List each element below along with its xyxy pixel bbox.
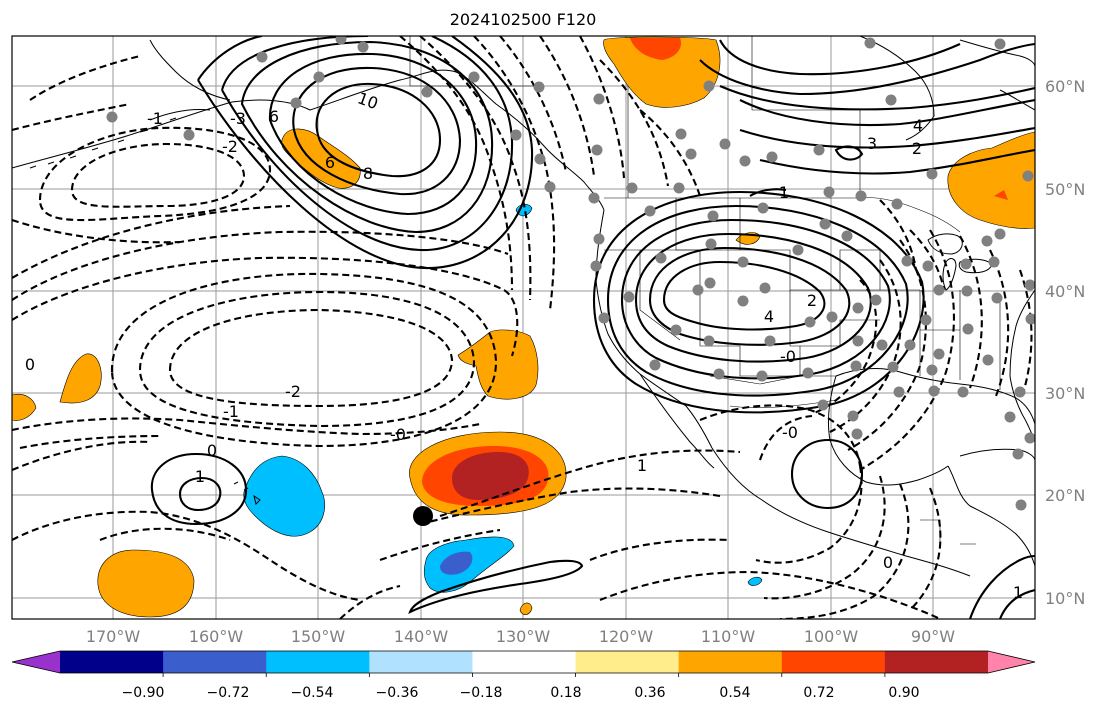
- colorbar-tick-label: 0.18: [550, 685, 581, 701]
- lat-label: 40°N: [1045, 282, 1085, 301]
- contour-label: 1: [195, 467, 205, 486]
- map-panel: 10 8 6 6 4 3 2 1 4 2 -1 -2 -1 0 -0 1 0 1…: [11, 35, 1036, 620]
- lat-label: 30°N: [1045, 384, 1085, 403]
- contour-label: -1: [147, 109, 163, 128]
- map-title: 2024102500 F120: [450, 10, 597, 29]
- contour-label: 6: [325, 153, 335, 172]
- lon-label: 150°W: [291, 627, 346, 646]
- lon-label: 120°W: [599, 627, 654, 646]
- contour-label: 4: [913, 116, 923, 135]
- colorbar-tick-label: 0.36: [634, 685, 665, 701]
- positive-contours: [150, 36, 1035, 619]
- latitude-labels: 60°N 50°N 40°N 30°N 20°N 10°N: [1045, 77, 1085, 608]
- colorbar-segment: [163, 651, 267, 673]
- contour-label: -2: [285, 382, 301, 401]
- contour-label: 0: [207, 441, 217, 460]
- colorbar-tick-label: 0.72: [803, 685, 834, 701]
- colorbar-tick-label: 0.90: [888, 685, 919, 701]
- colorbar: −0.90 −0.72 −0.54 −0.36 −0.18 0.18 0.36 …: [11, 650, 1036, 701]
- contour-label: 3: [867, 134, 877, 153]
- colorbar-tick-label: −0.72: [207, 685, 250, 701]
- colorbar-extend-min: [12, 651, 60, 673]
- colorbar-segment: [884, 651, 989, 673]
- lon-label: 100°W: [804, 627, 859, 646]
- colorbar-segment: [575, 651, 680, 673]
- colorbar-extend-max: [988, 651, 1035, 673]
- shaded-anomalies: [12, 36, 1035, 618]
- colorbar-segment: [781, 651, 886, 673]
- colorbar-segment: [60, 651, 164, 673]
- colorbar-segment: [678, 651, 783, 673]
- colorbar-segments: [11, 650, 1036, 674]
- lon-label: 110°W: [701, 627, 756, 646]
- storm-position-marker: [413, 506, 433, 526]
- colorbar-tick-label: 0.54: [719, 685, 750, 701]
- contour-label: 1: [1013, 583, 1023, 602]
- longitude-labels: 170°W 160°W 150°W 140°W 130°W 120°W 110°…: [86, 627, 955, 646]
- contour-label: -2: [222, 137, 238, 156]
- lon-label: 90°W: [911, 627, 955, 646]
- contour-label: -0: [780, 347, 796, 366]
- contour-label: -0: [782, 423, 798, 442]
- contour-label: 0: [883, 553, 893, 572]
- colorbar-tick-label: −0.36: [376, 685, 419, 701]
- lon-label: 170°W: [86, 627, 141, 646]
- contour-label: 8: [363, 164, 373, 183]
- contour-label: 0: [25, 355, 35, 374]
- lat-label: 50°N: [1045, 180, 1085, 199]
- negative-contours: [12, 36, 1033, 619]
- colorbar-segment: [266, 651, 370, 673]
- contour-label: 4: [764, 307, 774, 326]
- contour-label: -1: [223, 402, 239, 421]
- contour-label: -3: [230, 109, 246, 128]
- lon-label: 130°W: [496, 627, 551, 646]
- contour-label: 2: [807, 291, 817, 310]
- contour-label: 1: [779, 183, 789, 202]
- contour-label: 6: [269, 107, 279, 126]
- lat-label: 20°N: [1045, 486, 1085, 505]
- colorbar-tick-label: −0.90: [122, 685, 165, 701]
- contour-labels: 10 8 6 6 4 3 2 1 4 2 -1 -2 -1 0 -0 1 0 1…: [25, 88, 1023, 602]
- colorbar-ticks: [162, 673, 886, 677]
- contour-label: 2: [912, 139, 922, 158]
- lat-label: 60°N: [1045, 77, 1085, 96]
- station-markers: [106, 36, 1035, 511]
- lon-label: 140°W: [394, 627, 449, 646]
- contour-label: 1: [637, 456, 647, 475]
- lon-label: 160°W: [189, 627, 244, 646]
- contour-label: -0: [390, 425, 406, 444]
- colorbar-segment: [369, 651, 473, 673]
- colorbar-tick-label: −0.54: [291, 685, 334, 701]
- colorbar-segment: [472, 651, 577, 673]
- colorbar-tick-label: −0.18: [460, 685, 503, 701]
- colorbar-outline: [11, 650, 1036, 674]
- lat-label: 10°N: [1045, 589, 1085, 608]
